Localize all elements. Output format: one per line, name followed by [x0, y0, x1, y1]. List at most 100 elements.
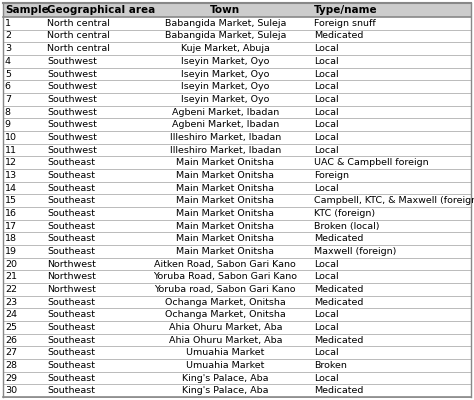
- Bar: [3, 384, 471, 397]
- Text: Medicated: Medicated: [314, 234, 363, 243]
- Text: 1: 1: [5, 19, 11, 28]
- Text: 16: 16: [5, 209, 17, 218]
- Text: Geographical area: Geographical area: [47, 5, 155, 15]
- Text: Northwest: Northwest: [47, 272, 96, 281]
- Text: Local: Local: [314, 133, 338, 142]
- Bar: [3, 194, 471, 207]
- Text: North central: North central: [47, 44, 110, 53]
- Text: Southeast: Southeast: [47, 348, 95, 357]
- Text: Main Market Onitsha: Main Market Onitsha: [176, 196, 274, 205]
- Text: King's Palace, Aba: King's Palace, Aba: [182, 374, 269, 382]
- Text: Local: Local: [314, 44, 338, 53]
- Bar: [3, 42, 471, 55]
- Text: Southeast: Southeast: [47, 209, 95, 218]
- Text: Northwest: Northwest: [47, 260, 96, 268]
- Text: Iseyin Market, Oyo: Iseyin Market, Oyo: [181, 70, 270, 78]
- Bar: [3, 3, 471, 17]
- Bar: [3, 118, 471, 131]
- Text: 22: 22: [5, 285, 17, 294]
- Text: Local: Local: [314, 184, 338, 192]
- Text: Sample: Sample: [5, 5, 49, 15]
- Bar: [3, 93, 471, 106]
- Text: Southeast: Southeast: [47, 222, 95, 230]
- Text: 10: 10: [5, 133, 17, 142]
- Text: North central: North central: [47, 32, 110, 40]
- Text: 14: 14: [5, 184, 17, 192]
- Bar: [3, 334, 471, 346]
- Text: Main Market Onitsha: Main Market Onitsha: [176, 209, 274, 218]
- Text: 2: 2: [5, 32, 11, 40]
- Text: Umuahia Market: Umuahia Market: [186, 348, 264, 357]
- Text: Southeast: Southeast: [47, 386, 95, 395]
- Text: 17: 17: [5, 222, 17, 230]
- Bar: [3, 372, 471, 384]
- Bar: [3, 17, 471, 30]
- Text: 7: 7: [5, 95, 11, 104]
- Text: Southeast: Southeast: [47, 171, 95, 180]
- Text: Local: Local: [314, 120, 338, 129]
- Text: Local: Local: [314, 82, 338, 91]
- Bar: [3, 131, 471, 144]
- Text: Northwest: Northwest: [47, 285, 96, 294]
- Text: Maxwell (foreign): Maxwell (foreign): [314, 247, 396, 256]
- Text: Southeast: Southeast: [47, 196, 95, 205]
- Bar: [3, 232, 471, 245]
- Bar: [3, 321, 471, 334]
- Text: 9: 9: [5, 120, 11, 129]
- Text: Yoruba road, Sabon Gari Kano: Yoruba road, Sabon Gari Kano: [155, 285, 296, 294]
- Text: 24: 24: [5, 310, 17, 319]
- Bar: [3, 359, 471, 372]
- Text: Iseyin Market, Oyo: Iseyin Market, Oyo: [181, 82, 270, 91]
- Bar: [3, 144, 471, 156]
- Text: Campbell, KTC, & Maxwell (foreign): Campbell, KTC, & Maxwell (foreign): [314, 196, 474, 205]
- Text: Local: Local: [314, 310, 338, 319]
- Text: 11: 11: [5, 146, 17, 154]
- Text: Medicated: Medicated: [314, 386, 363, 395]
- Text: King's Palace, Aba: King's Palace, Aba: [182, 386, 269, 395]
- Text: 25: 25: [5, 323, 17, 332]
- Text: Southeast: Southeast: [47, 234, 95, 243]
- Bar: [3, 308, 471, 321]
- Text: Ahia Ohuru Market, Aba: Ahia Ohuru Market, Aba: [169, 323, 282, 332]
- Text: Main Market Onitsha: Main Market Onitsha: [176, 247, 274, 256]
- Text: Yoruba Road, Sabon Gari Kano: Yoruba Road, Sabon Gari Kano: [153, 272, 297, 281]
- Text: 8: 8: [5, 108, 11, 116]
- Text: Southwest: Southwest: [47, 57, 97, 66]
- Text: Local: Local: [314, 272, 338, 281]
- Bar: [3, 270, 471, 283]
- Text: Southeast: Southeast: [47, 247, 95, 256]
- Text: KTC (foreign): KTC (foreign): [314, 209, 375, 218]
- Text: Agbeni Market, Ibadan: Agbeni Market, Ibadan: [172, 120, 279, 129]
- Text: Local: Local: [314, 57, 338, 66]
- Text: Southeast: Southeast: [47, 184, 95, 192]
- Text: Foreign snuff: Foreign snuff: [314, 19, 375, 28]
- Bar: [3, 68, 471, 80]
- Text: Main Market Onitsha: Main Market Onitsha: [176, 171, 274, 180]
- Text: Southwest: Southwest: [47, 146, 97, 154]
- Text: Local: Local: [314, 348, 338, 357]
- Text: 3: 3: [5, 44, 11, 53]
- Text: Babangida Market, Suleja: Babangida Market, Suleja: [164, 32, 286, 40]
- Text: 12: 12: [5, 158, 17, 167]
- Text: 18: 18: [5, 234, 17, 243]
- Text: Iseyin Market, Oyo: Iseyin Market, Oyo: [181, 95, 270, 104]
- Text: Southeast: Southeast: [47, 158, 95, 167]
- Text: Southwest: Southwest: [47, 133, 97, 142]
- Text: 4: 4: [5, 57, 11, 66]
- Text: Local: Local: [314, 108, 338, 116]
- Text: Kuje Market, Abuja: Kuje Market, Abuja: [181, 44, 270, 53]
- Text: 26: 26: [5, 336, 17, 344]
- Text: 5: 5: [5, 70, 11, 78]
- Text: Southwest: Southwest: [47, 120, 97, 129]
- Text: Main Market Onitsha: Main Market Onitsha: [176, 222, 274, 230]
- Text: Main Market Onitsha: Main Market Onitsha: [176, 184, 274, 192]
- Text: Medicated: Medicated: [314, 285, 363, 294]
- Text: 28: 28: [5, 361, 17, 370]
- Text: Local: Local: [314, 260, 338, 268]
- Text: 15: 15: [5, 196, 17, 205]
- Text: Agbeni Market, Ibadan: Agbeni Market, Ibadan: [172, 108, 279, 116]
- Text: Local: Local: [314, 146, 338, 154]
- Text: Aitken Road, Sabon Gari Kano: Aitken Road, Sabon Gari Kano: [155, 260, 296, 268]
- Text: Broken: Broken: [314, 361, 346, 370]
- Text: Southwest: Southwest: [47, 82, 97, 91]
